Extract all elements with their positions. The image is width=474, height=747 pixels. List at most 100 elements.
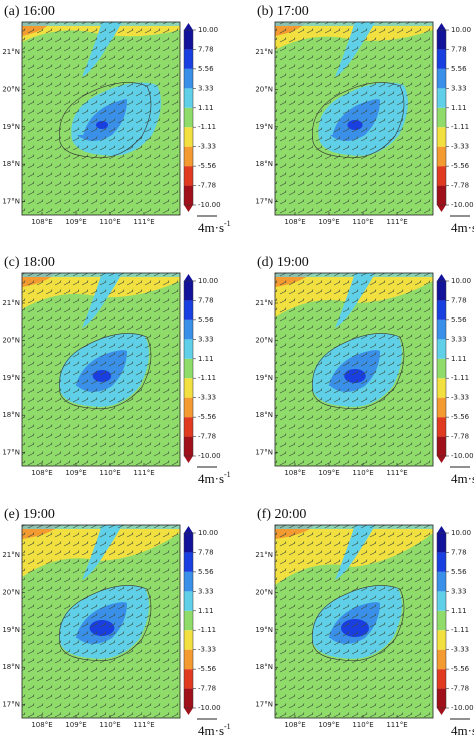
colorbar-segment bbox=[184, 185, 193, 205]
scale-exponent: -1 bbox=[224, 219, 231, 228]
colorbar-label: 7.78 bbox=[451, 548, 467, 556]
colorbar-segment bbox=[184, 669, 193, 689]
colorbar-segment bbox=[437, 339, 446, 359]
lat-label: 21°N bbox=[2, 551, 20, 559]
lat-label: 21°N bbox=[255, 48, 273, 56]
colorbar-segment bbox=[184, 49, 193, 69]
coastline bbox=[59, 585, 152, 662]
scale-text: 4m·s bbox=[198, 723, 224, 738]
lat-label: 17°N bbox=[255, 449, 273, 457]
panel: (f) 20:00 21°N 20°N 19°N 18°N 17°N 108°E 109°E 1… bbox=[255, 507, 474, 738]
colorbar-label: -10.00 bbox=[198, 452, 221, 460]
scale-text: 4m·s bbox=[451, 220, 474, 235]
lat-label: 17°N bbox=[255, 198, 273, 206]
lat-label: 19°N bbox=[255, 374, 273, 382]
colorbar-segment bbox=[184, 417, 193, 437]
colorbar-segment bbox=[184, 397, 193, 418]
lon-label: 109°E bbox=[65, 469, 86, 477]
colorbar-label: -5.56 bbox=[198, 665, 217, 673]
lat-label: 21°N bbox=[2, 48, 20, 56]
colorbar-segment bbox=[184, 630, 193, 650]
map-frame bbox=[21, 524, 181, 719]
colorbar-label: 5.56 bbox=[451, 65, 467, 73]
map-frame bbox=[274, 524, 434, 719]
lat-label: 19°N bbox=[255, 626, 273, 634]
lat-label: 19°N bbox=[2, 626, 20, 634]
colorbar-label: -5.56 bbox=[451, 413, 470, 421]
colorbar-label: 3.33 bbox=[198, 84, 214, 92]
colorbar-frame bbox=[183, 29, 194, 206]
lon-label: 110°E bbox=[352, 218, 373, 226]
scale-label: 4m·s-1 bbox=[451, 722, 474, 738]
scale-label: 4m·s-1 bbox=[451, 219, 474, 235]
panel-title: (a) 16:00 bbox=[4, 4, 55, 19]
colorbar-label: -5.56 bbox=[451, 162, 470, 170]
colorbar-label: -7.78 bbox=[198, 182, 216, 190]
scale-text: 4m·s bbox=[451, 471, 474, 486]
colorbar-segment bbox=[437, 166, 446, 186]
colorbar-top-arrow bbox=[437, 274, 446, 281]
coastline bbox=[312, 82, 405, 159]
colorbar-label: 7.78 bbox=[451, 296, 467, 304]
colorbar-frame bbox=[436, 280, 447, 457]
wind-barbs bbox=[22, 525, 180, 718]
colorbar-segment bbox=[437, 127, 446, 147]
lon-label: 111°E bbox=[386, 218, 407, 226]
lat-label: 18°N bbox=[255, 663, 273, 671]
colorbar-segment bbox=[184, 358, 193, 379]
colorbar-segment bbox=[437, 571, 446, 592]
coastline bbox=[59, 82, 152, 159]
colorbar-label: 1.11 bbox=[451, 104, 467, 112]
lon-label: 108°E bbox=[284, 721, 305, 729]
colorbar-segment bbox=[437, 185, 446, 205]
colorbar-segment bbox=[437, 591, 446, 611]
colorbar-bottom-arrow bbox=[437, 708, 446, 715]
lat-label: 17°N bbox=[255, 701, 273, 709]
colorbar-segment bbox=[184, 166, 193, 186]
lat-label: 19°N bbox=[255, 123, 273, 131]
colorbar-label: -3.33 bbox=[451, 646, 469, 654]
colorbar-label: 1.11 bbox=[198, 355, 214, 363]
colorbar-label: -3.33 bbox=[198, 143, 216, 151]
colorbar-label: 3.33 bbox=[451, 587, 467, 595]
scale-label: 4m·s-1 bbox=[198, 470, 231, 486]
colorbar-label: 3.33 bbox=[198, 335, 214, 343]
colorbar-segment bbox=[437, 533, 446, 553]
wind-barbs bbox=[275, 273, 433, 466]
scale-label: 4m·s-1 bbox=[451, 470, 474, 486]
colorbar-label: -1.11 bbox=[451, 626, 469, 634]
lat-label: 19°N bbox=[2, 123, 20, 131]
map-frame bbox=[21, 272, 181, 467]
colorbar-bottom-arrow bbox=[184, 708, 193, 715]
scale-text: 4m·s bbox=[198, 471, 224, 486]
lat-label: 18°N bbox=[255, 160, 273, 168]
colorbar-segment bbox=[184, 339, 193, 359]
colorbar-label: -3.33 bbox=[198, 646, 216, 654]
colorbar-segment bbox=[184, 319, 193, 340]
colorbar-label: -3.33 bbox=[451, 143, 469, 151]
colorbar-segment bbox=[184, 571, 193, 592]
wind-barbs bbox=[275, 525, 433, 718]
colorbar-label: -7.78 bbox=[198, 685, 216, 693]
colorbar-label: 7.78 bbox=[198, 296, 214, 304]
colorbar-segment bbox=[184, 107, 193, 128]
colorbar-segment bbox=[184, 436, 193, 456]
colorbar-label: 3.33 bbox=[198, 587, 214, 595]
colorbar-segment bbox=[437, 378, 446, 398]
colorbar-label: -7.78 bbox=[198, 433, 216, 441]
colorbar-label: 3.33 bbox=[451, 84, 467, 92]
lat-label: 21°N bbox=[255, 551, 273, 559]
scale-text: 4m·s bbox=[451, 723, 474, 738]
colorbar-segment bbox=[437, 552, 446, 572]
lat-label: 21°N bbox=[2, 299, 20, 307]
lon-label: 109°E bbox=[318, 469, 339, 477]
colorbar-label: -1.11 bbox=[198, 626, 216, 634]
colorbar-segment bbox=[437, 49, 446, 69]
map-frame bbox=[274, 272, 434, 467]
scale-exponent: -1 bbox=[224, 470, 231, 479]
panel-title: (b) 17:00 bbox=[257, 4, 309, 19]
colorbar-label: -10.00 bbox=[198, 201, 221, 209]
colorbar-label: -5.56 bbox=[198, 162, 217, 170]
colorbar-segment bbox=[437, 300, 446, 320]
